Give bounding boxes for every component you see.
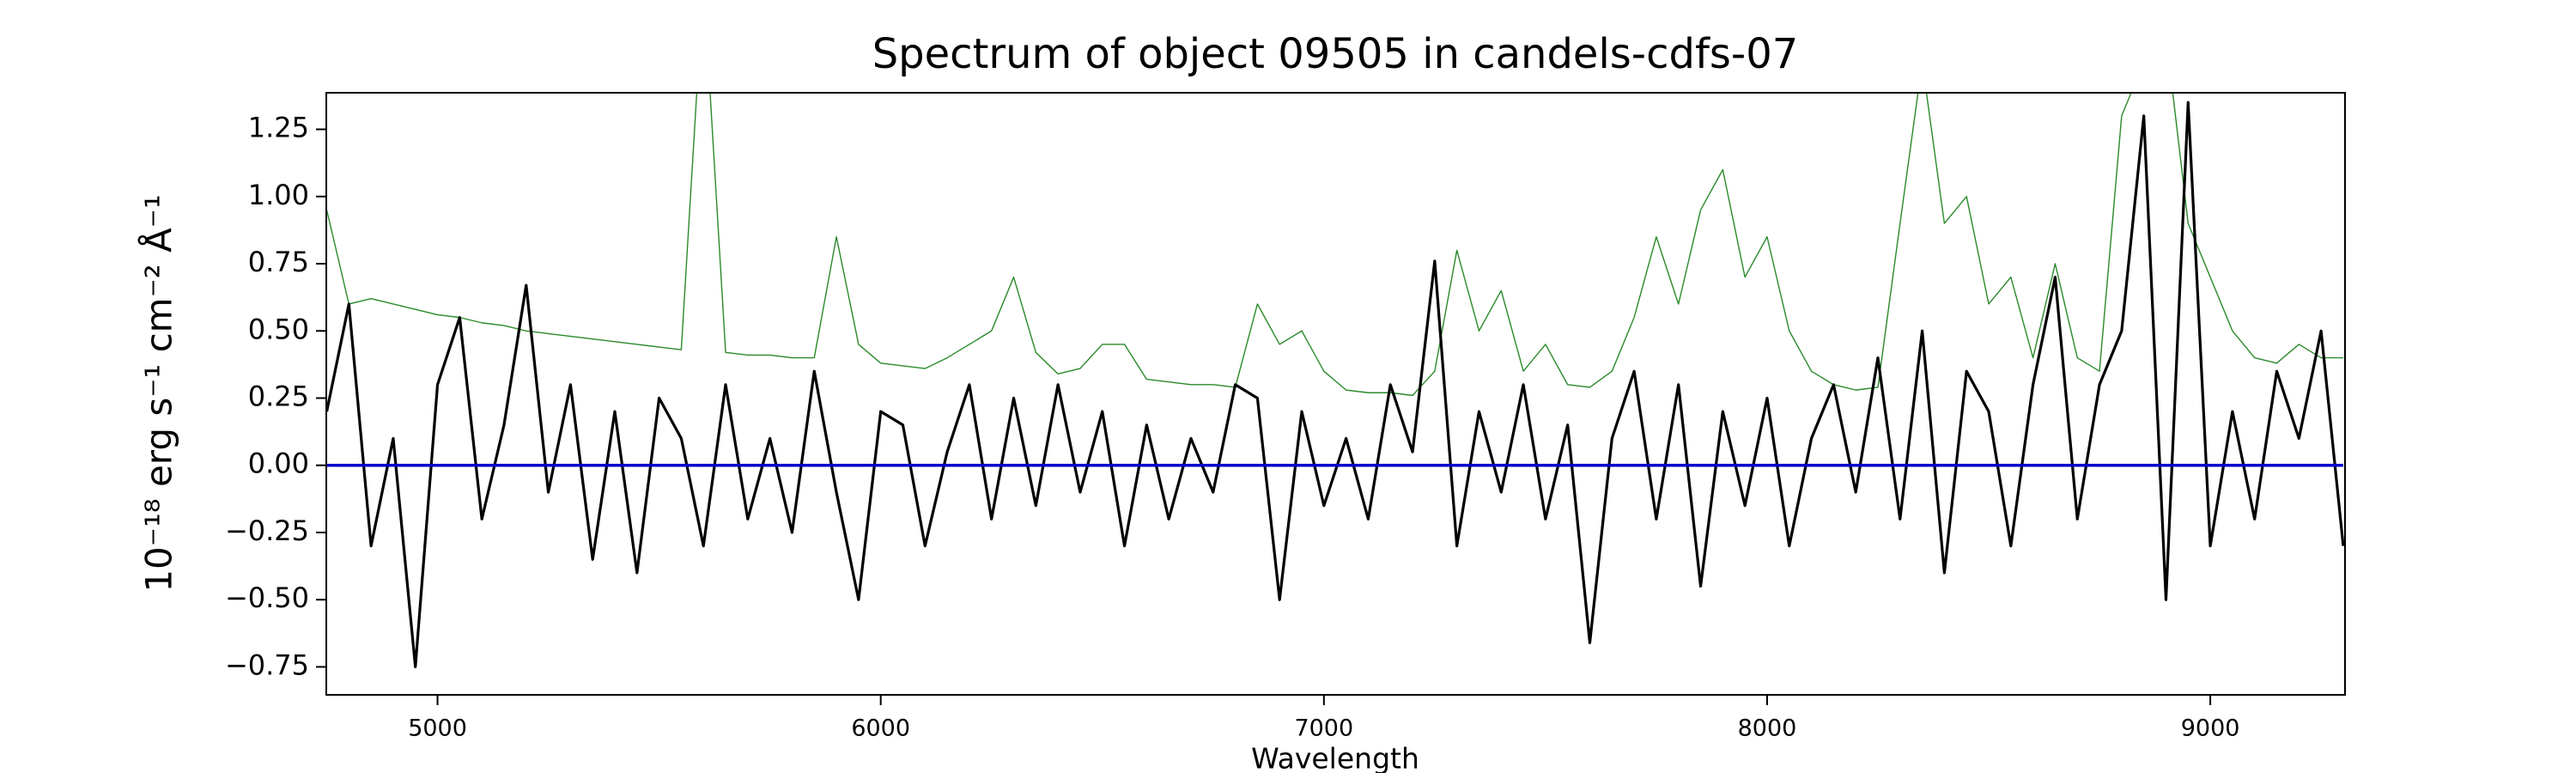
x-tick-label: 6000 — [851, 715, 910, 742]
y-tick-label: 0.00 — [248, 447, 309, 480]
plot-frame — [325, 92, 2346, 696]
chart-title: Spectrum of object 09505 in candels-cdfs… — [872, 30, 1799, 78]
y-tick-label: −0.25 — [225, 514, 309, 547]
y-tick-label: 1.00 — [248, 179, 309, 211]
spectrum-line — [326, 100, 2345, 669]
y-tick-label: −0.75 — [225, 648, 309, 681]
x-axis-label: Wavelength — [1251, 742, 1419, 773]
y-tick-label: 0.25 — [248, 380, 309, 413]
plot-area — [326, 93, 2345, 669]
y-axis-label: 10⁻¹⁸ erg s⁻¹ cm⁻² Å⁻¹ — [137, 194, 180, 592]
x-tick-label: 7000 — [1294, 715, 1353, 742]
x-tick-label: 5000 — [408, 715, 467, 742]
spectrum-line — [326, 93, 2343, 397]
y-tick-label: 0.50 — [248, 313, 309, 345]
x-tick-label: 9000 — [2181, 715, 2240, 742]
y-tick-label: 0.75 — [248, 246, 309, 278]
y-tick-label: 1.25 — [248, 112, 309, 144]
y-tick-label: −0.50 — [225, 581, 309, 614]
x-tick-label: 8000 — [1738, 715, 1797, 742]
